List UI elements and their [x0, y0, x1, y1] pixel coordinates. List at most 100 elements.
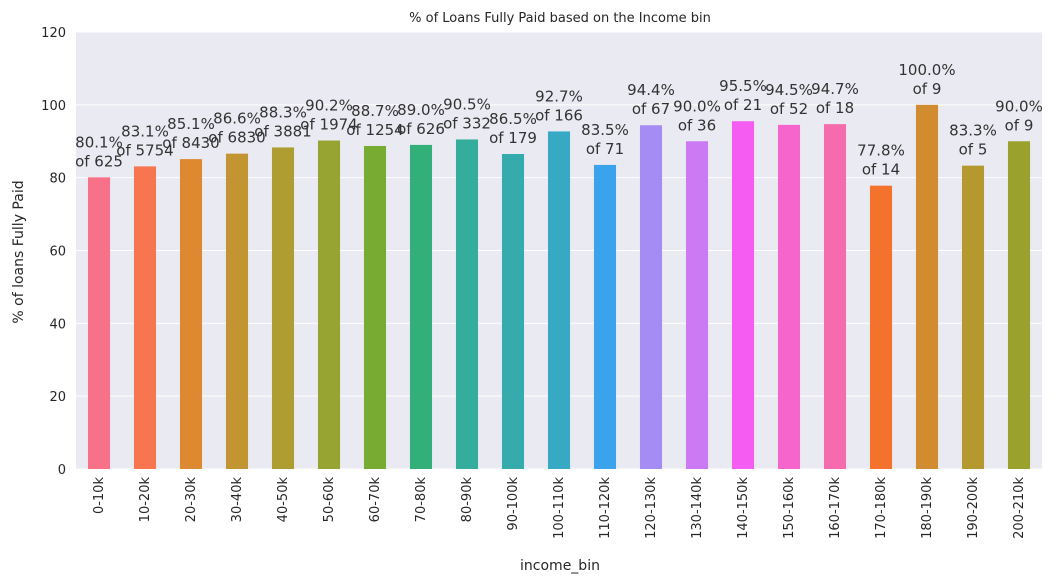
x-tick-label: 150-160k	[782, 477, 797, 539]
y-tick-label: 60	[49, 245, 66, 260]
bar-percent-label: 94.4%	[627, 81, 675, 99]
x-tick-label: 80-90k	[460, 477, 475, 523]
bar	[869, 185, 893, 469]
x-tick-label: 140-150k	[736, 477, 751, 539]
bar	[455, 139, 479, 469]
x-tick-label: 190-200k	[966, 477, 981, 539]
x-tick-label: 130-140k	[690, 477, 705, 539]
bar-count-label: of 67	[632, 100, 670, 118]
bar	[409, 144, 433, 469]
bar-count-label: of 71	[586, 140, 624, 158]
y-tick-label: 120	[41, 26, 66, 41]
x-tick-label: 40-50k	[276, 477, 291, 523]
bar-count-label: of 625	[75, 152, 123, 170]
bar-percent-label: 94.7%	[811, 80, 859, 98]
bar-percent-label: 83.1%	[121, 122, 169, 140]
x-tick-label: 0-10k	[92, 477, 107, 515]
bar	[87, 177, 111, 470]
bar	[961, 165, 985, 469]
x-tick-label: 200-210k	[1012, 477, 1027, 539]
x-tick-label: 110-120k	[598, 477, 613, 539]
bar-percent-label: 90.5%	[443, 95, 491, 113]
bar	[915, 104, 939, 469]
x-axis-label: income_bin	[520, 558, 600, 574]
bar-percent-label: 86.6%	[213, 110, 261, 128]
bar-count-label: of 5	[959, 141, 988, 159]
bar-percent-label: 95.5%	[719, 77, 767, 95]
y-tick-label: 80	[49, 172, 66, 187]
bar-percent-label: 100.0%	[898, 61, 955, 79]
bar-percent-label: 88.7%	[351, 102, 399, 120]
bar-count-label: of 626	[397, 120, 445, 138]
x-tick-label: 120-130k	[644, 477, 659, 539]
x-tick-label: 10-20k	[138, 477, 153, 523]
x-tick-label: 180-190k	[920, 477, 935, 539]
bar	[731, 121, 755, 470]
bar-percent-label: 83.5%	[581, 121, 629, 139]
bar-percent-label: 83.3%	[949, 122, 997, 140]
x-tick-label: 90-100k	[506, 477, 521, 531]
bar	[639, 125, 663, 469]
bar-count-label: of 332	[443, 114, 491, 132]
bar-count-label: of 9	[1005, 116, 1034, 134]
bar	[317, 140, 341, 469]
bar	[179, 159, 203, 469]
bar	[1007, 141, 1031, 469]
bar-percent-label: 90.2%	[305, 97, 353, 115]
bar-count-label: of 36	[678, 116, 716, 134]
bar	[363, 145, 387, 469]
bar	[593, 164, 617, 469]
bar	[547, 131, 571, 470]
x-tick-label: 60-70k	[368, 477, 383, 523]
bar-percent-label: 86.5%	[489, 110, 537, 128]
bar-count-label: of 5754	[116, 141, 173, 159]
x-tick-label: 160-170k	[828, 477, 843, 539]
y-tick-label: 0	[58, 463, 66, 478]
bar	[225, 153, 249, 470]
bars-layer	[87, 104, 1031, 470]
bar-percent-label: 92.7%	[535, 87, 583, 105]
bar-count-label: of 179	[489, 129, 537, 147]
bar-percent-label: 89.0%	[397, 101, 445, 119]
bar-percent-label: 85.1%	[167, 115, 215, 133]
x-tick-label: 70-80k	[414, 477, 429, 523]
x-tick-label: 170-180k	[874, 477, 889, 539]
bar-percent-label: 88.3%	[259, 103, 307, 121]
bar-count-label: of 166	[535, 106, 583, 124]
bar	[133, 166, 157, 469]
bar-count-label: of 3881	[254, 122, 311, 140]
y-tick-label: 100	[41, 99, 66, 114]
y-axis-label: % of loans Fully Paid	[11, 180, 27, 323]
bar-count-label: of 6830	[208, 129, 265, 147]
bar-count-label: of 8430	[162, 134, 219, 152]
bar	[823, 124, 847, 470]
x-axis-ticks: 0-10k 10-20k 20-30k 30-40k 40-50k 50-60k 60-70…	[92, 477, 1027, 539]
x-tick-label: 20-30k	[184, 477, 199, 523]
bar-count-label: of 21	[724, 96, 762, 114]
y-tick-label: 40	[49, 317, 66, 332]
bar	[685, 141, 709, 469]
bar-count-label: of 18	[816, 99, 854, 117]
bar	[501, 153, 525, 469]
x-tick-label: 100-110k	[552, 477, 567, 539]
bar-percent-label: 90.0%	[995, 97, 1043, 115]
bar-count-label: of 1974	[300, 116, 357, 134]
chart-title: % of Loans Fully Paid based on the Incom…	[409, 11, 711, 26]
x-tick-label: 30-40k	[230, 477, 245, 523]
bar-count-label: of 14	[862, 161, 900, 179]
bar-percent-label: 94.5%	[765, 81, 813, 99]
bar-count-label: of 52	[770, 100, 808, 118]
data-labels: 80.1%of 625 83.1%of 5754 85.1%of 8430 86.6%…	[75, 61, 1043, 179]
bar	[271, 147, 295, 469]
y-tick-label: 20	[49, 390, 66, 405]
x-tick-label: 50-60k	[322, 477, 337, 523]
bar-count-label: of 1254	[346, 121, 403, 139]
bar-count-label: of 9	[913, 80, 942, 98]
bar-percent-label: 77.8%	[857, 142, 905, 160]
y-axis-ticks: 0 20 40 60 80 100 120	[41, 26, 66, 478]
bar	[777, 124, 801, 470]
bar-percent-label: 80.1%	[75, 133, 123, 151]
bar-percent-label: 90.0%	[673, 97, 721, 115]
